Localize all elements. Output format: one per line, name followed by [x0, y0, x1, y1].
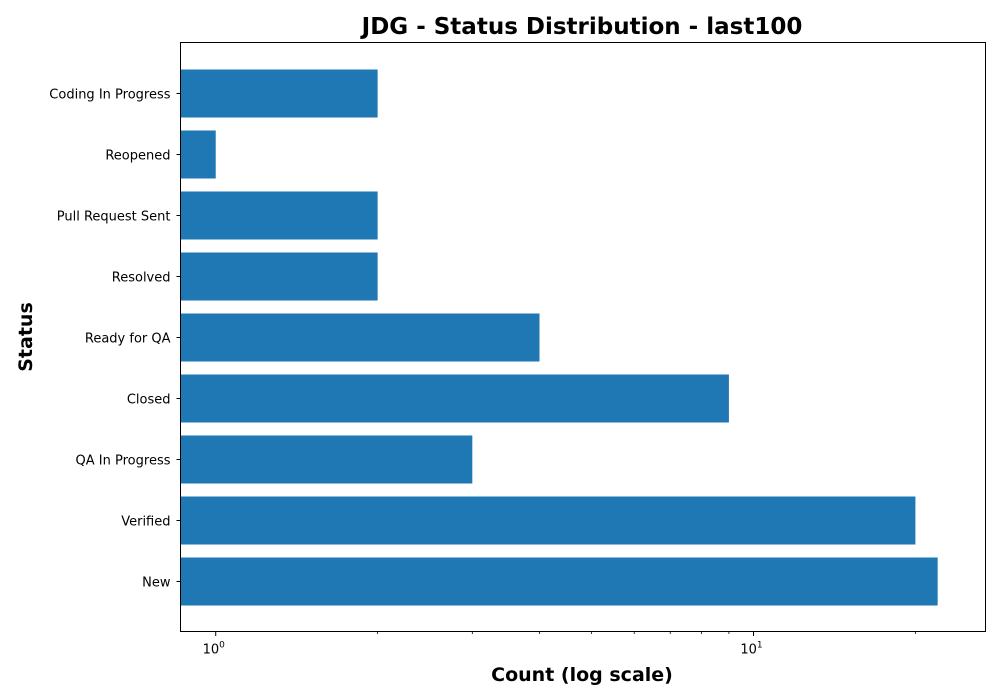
x-tick-label: 100 [203, 641, 226, 658]
y-axis-ticks: Coding In Progress Reopened Pull Request S… [49, 88, 181, 591]
x-tick-label-exponent: 1 [757, 641, 763, 651]
x-tick-label-base: 10 [203, 643, 220, 658]
bar-qa-in-progress [180, 435, 473, 484]
y-tick-label: Resolved [112, 271, 171, 286]
x-tick-label-base: 10 [740, 643, 757, 658]
y-tick-label: QA In Progress [76, 454, 171, 469]
y-tick-label: Coding In Progress [49, 88, 170, 103]
x-tick-label-exponent: 0 [219, 641, 225, 651]
x-tick-label: 101 [740, 641, 762, 658]
x-axis-ticks: 100 101 [203, 631, 916, 658]
bar-pull-request-sent [180, 191, 378, 240]
chart-title: JDG - Status Distribution - last100 [360, 14, 803, 40]
y-tick-label: Closed [127, 393, 171, 408]
y-tick-label: Pull Request Sent [57, 210, 171, 225]
bar-coding-in-progress [180, 69, 378, 118]
bar-new [180, 557, 938, 606]
plot-frame [180, 42, 986, 632]
bar-ready-for-qa [180, 313, 540, 362]
bars-group [180, 69, 938, 606]
y-tick-label: Reopened [105, 149, 170, 164]
x-axis-label: Count (log scale) [491, 664, 673, 686]
bar-closed [180, 374, 729, 423]
bar-verified [180, 496, 916, 545]
y-tick-label: New [142, 576, 171, 591]
y-tick-label: Verified [121, 515, 170, 530]
bar-resolved [180, 252, 378, 301]
y-tick-label: Ready for QA [85, 332, 171, 347]
y-axis-label: Status [15, 302, 37, 372]
bar-reopened [180, 130, 216, 179]
